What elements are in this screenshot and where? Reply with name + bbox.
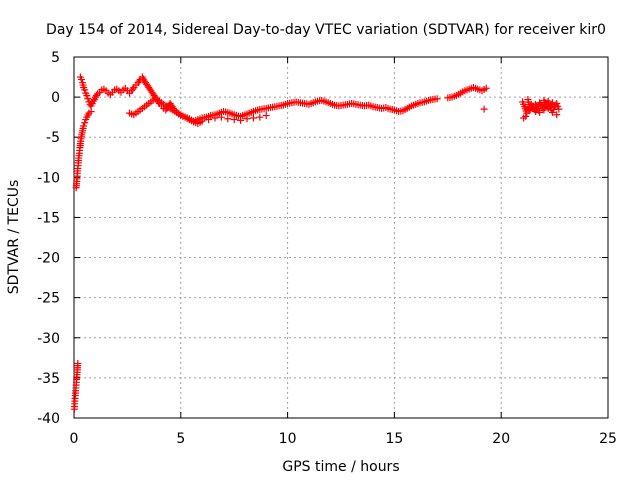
data-point bbox=[237, 116, 245, 124]
y-axis-label: SDTVAR / TECUs bbox=[6, 180, 22, 295]
data-point bbox=[205, 116, 213, 124]
data-point bbox=[211, 114, 219, 122]
data-points bbox=[70, 73, 563, 413]
data-point bbox=[92, 92, 100, 100]
data-point bbox=[84, 95, 92, 103]
y-tick-label: -25 bbox=[37, 291, 60, 307]
data-point bbox=[536, 108, 544, 116]
x-tick-label: 0 bbox=[70, 431, 79, 447]
data-point bbox=[433, 95, 441, 103]
data-point bbox=[548, 99, 556, 107]
x-tick-label: 20 bbox=[492, 431, 510, 447]
y-tick-label: 0 bbox=[51, 90, 60, 106]
y-tick-label: -40 bbox=[37, 411, 60, 427]
data-point bbox=[482, 84, 490, 92]
data-point bbox=[553, 111, 561, 119]
data-point bbox=[249, 114, 257, 122]
data-point bbox=[230, 116, 238, 124]
data-point bbox=[224, 115, 232, 123]
data-point bbox=[198, 117, 206, 125]
axis-ticks bbox=[73, 56, 609, 419]
gridlines bbox=[74, 57, 608, 418]
chart-title: Day 154 of 2014, Sidereal Day-to-day VTE… bbox=[46, 22, 606, 38]
x-tick-label: 25 bbox=[599, 431, 617, 447]
data-point bbox=[80, 122, 88, 130]
data-point bbox=[522, 112, 530, 120]
x-tick-labels: 0 5 10 15 20 25 bbox=[70, 431, 617, 447]
data-point bbox=[81, 119, 89, 127]
y-tick-label: -15 bbox=[37, 210, 60, 226]
y-tick-label: -5 bbox=[46, 130, 60, 146]
data-point bbox=[83, 92, 91, 100]
data-point bbox=[129, 85, 137, 93]
x-axis-label: GPS time / hours bbox=[282, 459, 399, 475]
y-tick-labels: 5 0 -5 -10 -15 -20 -25 -30 -35 -40 bbox=[37, 50, 60, 427]
data-point bbox=[256, 113, 264, 121]
data-point bbox=[81, 86, 89, 94]
data-point bbox=[555, 105, 563, 113]
x-tick-label: 15 bbox=[385, 431, 403, 447]
data-point bbox=[77, 75, 85, 83]
data-point bbox=[480, 105, 488, 113]
y-tick-label: -35 bbox=[37, 371, 60, 387]
y-tick-label: -20 bbox=[37, 251, 60, 267]
data-point bbox=[217, 113, 225, 121]
data-point bbox=[243, 115, 251, 123]
y-tick-label: 5 bbox=[51, 50, 60, 66]
x-tick-label: 10 bbox=[279, 431, 297, 447]
data-point bbox=[74, 359, 82, 367]
plot-frame bbox=[73, 56, 609, 419]
y-tick-label: -30 bbox=[37, 331, 60, 347]
y-tick-label: -10 bbox=[37, 170, 60, 186]
data-point bbox=[262, 112, 270, 120]
data-point bbox=[89, 97, 97, 105]
x-tick-label: 5 bbox=[176, 431, 185, 447]
